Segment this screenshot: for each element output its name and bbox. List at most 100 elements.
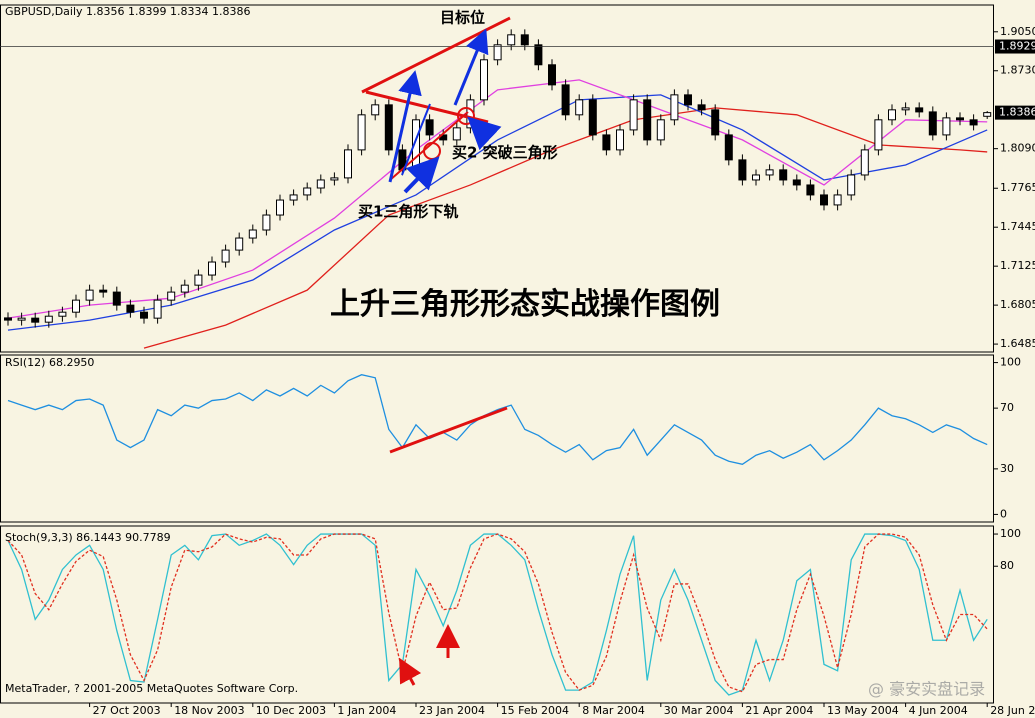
candle-body: [969, 119, 978, 126]
x-tick-label: 1 Jan 2004: [337, 704, 396, 717]
y-tick-label: 100: [1000, 527, 1021, 540]
candle-body: [928, 111, 937, 136]
candle-body: [493, 44, 502, 61]
y-tick-label: 70: [1000, 401, 1014, 414]
candle-body: [534, 44, 543, 66]
candle-body: [548, 64, 556, 86]
y-tick-label: 100: [1000, 356, 1021, 369]
candle-body: [806, 184, 815, 196]
candle-body: [371, 104, 380, 116]
candle-body: [765, 169, 774, 176]
candle-body: [153, 299, 162, 319]
x-tick-label: 8 Mar 2004: [582, 704, 645, 717]
candle-body: [983, 112, 992, 117]
candle-body: [480, 59, 488, 101]
candle-body: [221, 249, 230, 263]
x-tick-label: 23 Jan 2004: [419, 704, 485, 717]
candle-body: [820, 194, 828, 206]
candle-body: [99, 289, 108, 293]
candle-body: [330, 177, 339, 181]
y-tick-label: 1.9050: [1000, 25, 1035, 38]
candle-body: [656, 119, 665, 141]
x-tick-label: 28 Jun 20: [990, 704, 1035, 717]
y-tick-label: 1.8730: [1000, 64, 1035, 77]
candle-body: [425, 119, 434, 136]
candle-body: [276, 199, 284, 216]
rsi-trend-line: [389, 406, 508, 454]
x-tick-label: 10 Dec 2003: [256, 704, 326, 717]
footer: MetaTrader, ? 2001-2005 MetaQuotes Softw…: [5, 682, 298, 695]
candle-body: [833, 194, 842, 206]
candle-body: [235, 237, 244, 251]
candle-body: [289, 194, 298, 201]
y-tick-label: 1.7765: [1000, 181, 1035, 194]
arrow: [388, 70, 422, 183]
candle-body: [384, 104, 393, 151]
candle-body: [738, 159, 747, 181]
y-tick-label: 1.6485: [1000, 337, 1035, 350]
x-tick-label: 15 Feb 2004: [501, 704, 569, 717]
x-tick-label: 30 Mar 2004: [664, 704, 734, 717]
rsi-title: RSI(12) 68.2950: [5, 356, 94, 369]
candle-body: [561, 84, 570, 116]
candle-body: [616, 129, 624, 151]
candle-body: [72, 299, 80, 313]
x-tick-label: 27 Oct 2003: [93, 704, 161, 717]
candle-body: [792, 179, 801, 186]
candle-body: [4, 317, 12, 321]
candle-body: [724, 134, 733, 161]
stoch-title: Stoch(9,3,3) 86.1443 90.7789: [5, 531, 171, 544]
candle-body: [85, 289, 94, 301]
candle-body: [942, 117, 951, 136]
candle-body: [452, 127, 461, 141]
candle-body: [860, 149, 869, 176]
candle-body: [180, 284, 189, 293]
candle-body: [874, 119, 883, 151]
y-tick-label: 1.8090: [1000, 142, 1035, 155]
candle-body: [194, 274, 203, 286]
candle-body: [697, 104, 706, 111]
candle-body: [17, 317, 26, 321]
candle-body: [58, 311, 67, 317]
trend-line: [389, 111, 469, 181]
candle-body: [684, 94, 692, 106]
y-tick-label: 30: [1000, 462, 1014, 475]
rsi-panel: [0, 354, 994, 523]
series-line: [7, 374, 988, 466]
candle-body: [248, 229, 257, 239]
y-tick-label: 80: [1000, 559, 1014, 572]
candle-body: [520, 34, 529, 46]
candle-body: [303, 187, 312, 196]
candle-body: [956, 117, 964, 121]
arrow: [403, 156, 440, 194]
candle-body: [126, 304, 135, 313]
candle-body: [167, 291, 176, 301]
candle-body: [752, 174, 760, 181]
x-tick-label: 21 Apr 2004: [745, 704, 813, 717]
annotation: 目标位: [440, 9, 485, 27]
y-tick-label: 1.7125: [1000, 259, 1035, 272]
candle-body: [629, 99, 638, 131]
annotation-shapes: [361, 16, 511, 686]
headline: 上升三角形形态实战操作图例: [330, 287, 720, 322]
candle-body: [847, 174, 856, 196]
series-line: [7, 533, 988, 693]
candle-body: [344, 149, 352, 179]
annotation: 买2 突破三角形: [452, 144, 558, 162]
price-box: [995, 105, 1035, 120]
candle-body: [779, 169, 788, 181]
chart-title: GBPUSD,Daily 1.8356 1.8399 1.8334 1.8386: [5, 5, 250, 18]
candle-body: [888, 109, 896, 121]
candle-body: [208, 261, 216, 276]
price-label: 1.8386: [999, 106, 1035, 119]
candle-body: [670, 94, 679, 121]
y-tick-label: 1.6805: [1000, 298, 1035, 311]
candle-body: [44, 315, 53, 323]
candle-body: [262, 214, 271, 231]
arrow: [399, 657, 422, 686]
candle-body: [575, 99, 584, 116]
arrow: [453, 28, 489, 106]
candle-body: [316, 179, 325, 189]
